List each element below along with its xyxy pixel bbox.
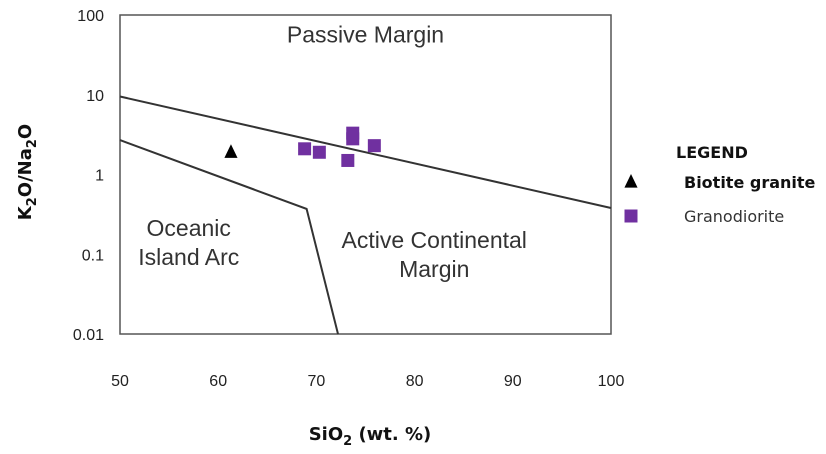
x-tick-label: 90 bbox=[504, 373, 522, 390]
x-tick-label: 60 bbox=[209, 373, 227, 390]
x-tick-label: 50 bbox=[111, 373, 129, 390]
passive-active-boundary bbox=[119, 95, 612, 209]
y-tick-label: 0.1 bbox=[82, 247, 104, 264]
legend-marker-square bbox=[624, 209, 638, 223]
region-label-active-continental-margin: Active Continental Margin bbox=[342, 227, 527, 282]
data-point-square bbox=[346, 126, 360, 140]
x-tick-label: 80 bbox=[406, 373, 424, 390]
legend-title: LEGEND bbox=[676, 143, 748, 162]
x-tick-label: 70 bbox=[308, 373, 326, 390]
data-point-square bbox=[312, 145, 326, 159]
y-tick-label: 0.01 bbox=[73, 327, 104, 344]
y-tick-label: 1 bbox=[95, 168, 104, 185]
plot-frame bbox=[119, 14, 612, 335]
legend-marker-triangle bbox=[624, 174, 638, 188]
data-point-square bbox=[367, 139, 381, 153]
data-point-triangle bbox=[224, 144, 238, 158]
y-axis-title: K2O/Na2O bbox=[15, 124, 40, 220]
y-tick-label: 10 bbox=[86, 88, 104, 105]
y-tick-label: 100 bbox=[77, 8, 104, 25]
x-axis-title: SiO2 (wt. %) bbox=[309, 424, 432, 449]
region-label-passive-margin: Passive Margin bbox=[287, 22, 444, 48]
legend: LEGEND Biotite granite Granodiorite bbox=[624, 143, 816, 226]
axis-layer: 50 60 70 80 90 100 100 10 1 0.1 0.01 SiO2 (wt. %) K2… bbox=[15, 8, 624, 449]
legend-label: Biotite granite bbox=[684, 173, 816, 192]
x-tick-label: 100 bbox=[598, 373, 625, 390]
data-point-square bbox=[298, 142, 312, 156]
region-label-oceanic-island-arc: Oceanic Island Arc bbox=[138, 215, 239, 270]
data-point-square bbox=[341, 153, 355, 167]
arc-boundary bbox=[119, 139, 339, 335]
plot-layer: Passive Margin Oceanic Island Arc Active Co… bbox=[119, 14, 612, 335]
legend-label: Granodiorite bbox=[684, 207, 784, 226]
